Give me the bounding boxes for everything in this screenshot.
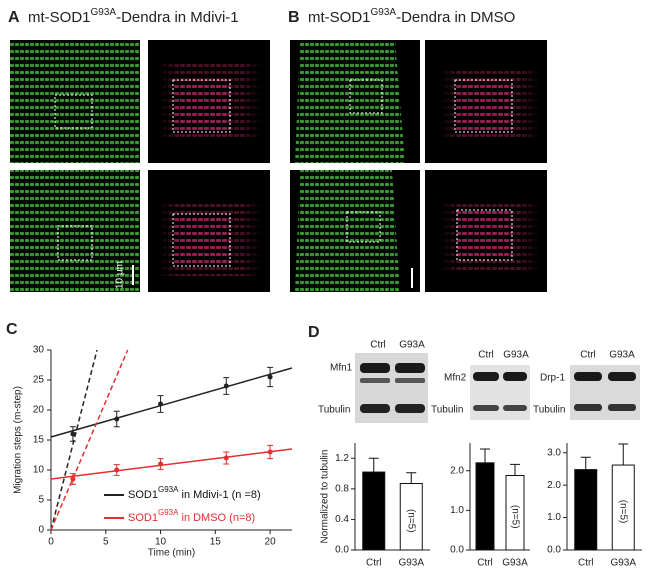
- y-tick-label: 5: [38, 495, 44, 506]
- y-axis-label: Normalized to tubulin: [320, 450, 331, 544]
- y-tick-label: 1.0: [547, 512, 561, 523]
- data-point: [158, 401, 164, 407]
- scale-bar-label: 10 μm: [115, 261, 126, 289]
- initial-slope-line: [50, 349, 98, 531]
- y-tick-label: 0.0: [547, 545, 561, 556]
- data-point: [70, 431, 76, 437]
- data-point: [267, 374, 273, 380]
- y-tick-label: 1.0: [450, 505, 464, 516]
- y-tick-label: 15: [33, 435, 45, 446]
- title-part: mt-SOD1: [28, 9, 91, 26]
- micrographs-b: [290, 40, 547, 292]
- y-axis-label: Migration steps (m-step): [13, 386, 24, 494]
- y-tick-label: 30: [33, 345, 45, 356]
- micrographs-a: [10, 40, 270, 292]
- bar: [611, 464, 635, 551]
- panel-label: D: [308, 324, 320, 341]
- x-tick-label: 5: [103, 537, 109, 548]
- error-bar: [406, 472, 417, 484]
- western-blots: [355, 353, 640, 423]
- error-bar: [510, 463, 520, 476]
- row-label: Tubulin: [533, 405, 565, 416]
- data-point: [223, 455, 229, 461]
- error-bar: [618, 443, 629, 466]
- x-tick-label: 20: [265, 537, 277, 548]
- x-axis-label: Time (min): [148, 548, 195, 559]
- data-point: [267, 449, 273, 455]
- row-label: Tubulin: [431, 405, 463, 416]
- row-label: Mfn1: [330, 363, 353, 374]
- legend-part: in DMSO (n=8): [178, 512, 255, 524]
- title-part: -Dendra in Mdivi-1: [116, 9, 239, 26]
- x-tick-label: Ctrl: [366, 558, 382, 569]
- y-tick-label: 0.8: [335, 483, 349, 494]
- x-tick-label: Ctrl: [477, 558, 493, 569]
- bar-label: (n=5): [618, 500, 629, 524]
- data-point: [114, 416, 120, 422]
- title-part: -Dendra in DMSO: [396, 9, 515, 26]
- panel-label: B: [288, 9, 300, 26]
- y-tick-label: 0.4: [335, 514, 349, 525]
- panel-title: mt-SOD1G93A-Dendra in DMSO: [308, 7, 515, 26]
- error-bar: [580, 456, 591, 470]
- bar: [399, 483, 423, 551]
- lane-label: G93A: [399, 340, 425, 351]
- row-label: Mfn2: [444, 373, 467, 384]
- panel-title: mt-SOD1G93A-Dendra in Mdivi-1: [28, 7, 239, 26]
- x-tick-label: G93A: [502, 558, 528, 569]
- legend-sup: G93A: [158, 485, 179, 494]
- x-tick-label: G93A: [610, 558, 636, 569]
- bar-label: (n=5): [509, 505, 520, 529]
- initial-slope-line: [50, 349, 129, 531]
- x-tick-label: 10: [155, 537, 167, 548]
- y-tick-label: 1.2: [335, 453, 349, 464]
- legend-sup: G93A: [158, 508, 179, 517]
- data-point: [223, 383, 229, 389]
- lane-label: G93A: [503, 350, 529, 361]
- bar-label: (n=5): [406, 509, 417, 533]
- panel-label: A: [8, 9, 20, 26]
- y-tick-label: 2.0: [450, 465, 464, 476]
- legend-part: SOD1: [128, 512, 158, 524]
- lane-label: G93A: [609, 350, 635, 361]
- y-tick-label: 0.0: [335, 545, 349, 556]
- lane-label: Ctrl: [580, 350, 596, 361]
- legend-part: SOD1: [128, 489, 158, 501]
- data-point: [158, 461, 164, 467]
- title-sup: G93A: [91, 7, 117, 18]
- legend-label: SOD1G93A in DMSO (n=8): [128, 508, 255, 524]
- y-tick-label: 0.0: [450, 545, 464, 556]
- title-sup: G93A: [371, 7, 397, 18]
- y-tick-label: 2.0: [547, 480, 561, 491]
- y-tick-label: 25: [33, 375, 45, 386]
- x-tick-label: G93A: [398, 558, 424, 569]
- data-point: [114, 467, 120, 473]
- legend-part: in Mdivi-1 (n =8): [178, 489, 260, 501]
- x-tick-label: Ctrl: [578, 558, 594, 569]
- bar: [362, 471, 386, 551]
- error-bar: [368, 457, 379, 473]
- fit-line: [50, 448, 293, 480]
- data-point: [70, 476, 76, 482]
- bar: [505, 474, 525, 551]
- legend-label: SOD1G93A in Mdivi-1 (n =8): [128, 485, 261, 501]
- y-tick-label: 20: [33, 405, 45, 416]
- lane-label: Ctrl: [478, 350, 494, 361]
- bar: [475, 462, 495, 551]
- row-label: Tubulin: [318, 405, 350, 416]
- y-tick-label: 3.0: [547, 447, 561, 458]
- y-tick-label: 0: [38, 525, 44, 536]
- x-tick-label: 0: [48, 537, 54, 548]
- title-part: mt-SOD1: [308, 9, 371, 26]
- lane-label: Ctrl: [370, 340, 386, 351]
- bar: [574, 469, 598, 551]
- error-bar: [480, 448, 490, 463]
- row-label: Drp-1: [540, 373, 565, 384]
- fit-line: [50, 367, 293, 438]
- panel-label: C: [6, 321, 18, 338]
- x-tick-label: 15: [210, 537, 222, 548]
- y-tick-label: 10: [33, 465, 45, 476]
